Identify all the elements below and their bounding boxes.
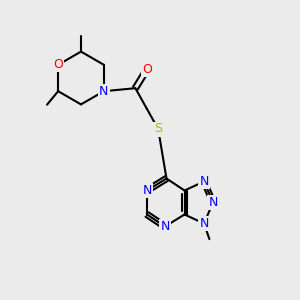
Text: N: N (199, 175, 209, 188)
Text: S: S (154, 122, 162, 136)
Text: N: N (142, 184, 152, 197)
Text: N: N (99, 85, 109, 98)
Text: N: N (199, 217, 209, 230)
Text: N: N (160, 220, 170, 233)
Text: O: O (53, 58, 63, 71)
Text: O: O (142, 63, 152, 76)
Text: N: N (208, 196, 218, 209)
